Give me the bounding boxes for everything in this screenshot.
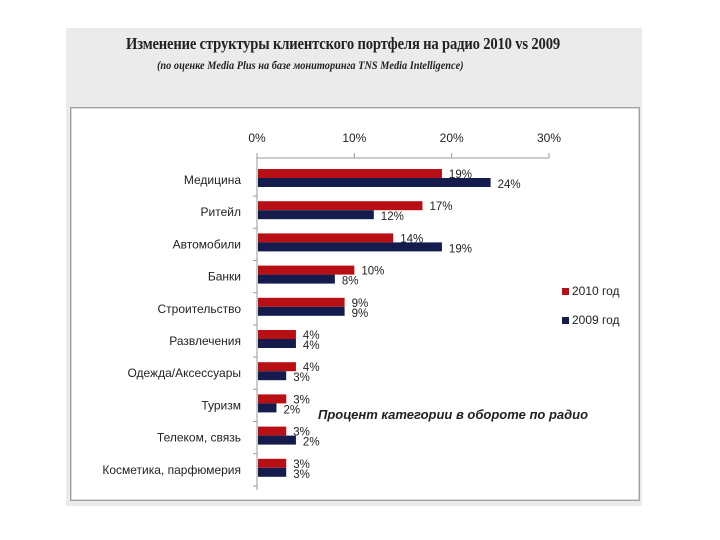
bar-2010 <box>258 427 286 436</box>
bar-2010 <box>258 394 286 403</box>
bar-2010 <box>258 459 286 468</box>
bar-2010 <box>258 362 296 371</box>
category-label: Туризм <box>201 398 241 412</box>
bar-2009 <box>258 339 296 348</box>
category-label: Строительство <box>157 302 241 316</box>
bar-2009 <box>258 307 345 316</box>
data-label-2009: 3% <box>293 372 310 384</box>
bar-2010 <box>258 201 422 210</box>
category-label: Ритейл <box>201 205 241 219</box>
category-label: Одежда/Аксессуары <box>127 366 241 380</box>
chart-frame: 0% 10% 20% 30% Медицина 19% 24% Ритейл 17% 12% Авт… <box>70 107 640 501</box>
bar-2009 <box>258 468 286 477</box>
bar-2009 <box>258 210 374 219</box>
bar-chart: 0% 10% 20% 30% Медицина 19% 24% Ритейл 17% 12% Авт… <box>71 108 639 500</box>
data-label-2009: 19% <box>449 243 472 255</box>
data-label-2009: 24% <box>498 179 521 191</box>
data-label-2009: 12% <box>381 211 404 223</box>
data-label-2010: 19% <box>449 169 472 181</box>
legend-label-2010: 2010 год <box>572 284 620 298</box>
bar-2010 <box>258 266 354 275</box>
chart-annotation: Процент категории в обороте по радио <box>318 407 588 422</box>
data-label-2009: 3% <box>293 469 310 481</box>
data-label-2010: 10% <box>361 266 384 278</box>
data-label-2009: 2% <box>303 437 320 449</box>
bar-2009 <box>258 371 286 380</box>
x-tick-label: 30% <box>537 131 561 145</box>
category-label: Банки <box>208 270 241 284</box>
bar-2010 <box>258 330 296 339</box>
bar-2010 <box>258 169 442 178</box>
x-tick-label: 20% <box>440 131 464 145</box>
legend-swatch-2010 <box>562 288 569 295</box>
bar-2009 <box>258 275 335 284</box>
x-tick-label: 0% <box>248 131 266 145</box>
data-label-2009: 4% <box>303 340 320 352</box>
x-tick-label: 10% <box>342 131 366 145</box>
legend-swatch-2009 <box>562 317 569 324</box>
bar-2009 <box>258 436 296 445</box>
category-label: Косметика, парфюмерия <box>102 463 241 477</box>
bar-2009 <box>258 403 276 412</box>
data-label-2009: 9% <box>352 308 369 320</box>
category-label: Телеком, связь <box>157 431 241 445</box>
category-label: Медицина <box>184 173 241 187</box>
category-label: Развлечения <box>169 334 241 348</box>
page-subtitle: (по оценке Media Plus на базе мониторинг… <box>157 58 464 73</box>
page-title: Изменение структуры клиентского портфеля… <box>126 34 560 54</box>
data-label-2010: 17% <box>429 201 452 213</box>
data-label-2009: 8% <box>342 276 359 288</box>
data-label-2010: 14% <box>400 233 423 245</box>
bar-2010 <box>258 298 345 307</box>
bar-2010 <box>258 233 393 242</box>
category-label: Автомобили <box>173 237 241 251</box>
data-label-2009: 2% <box>283 404 300 416</box>
legend-label-2009: 2009 год <box>572 313 620 327</box>
